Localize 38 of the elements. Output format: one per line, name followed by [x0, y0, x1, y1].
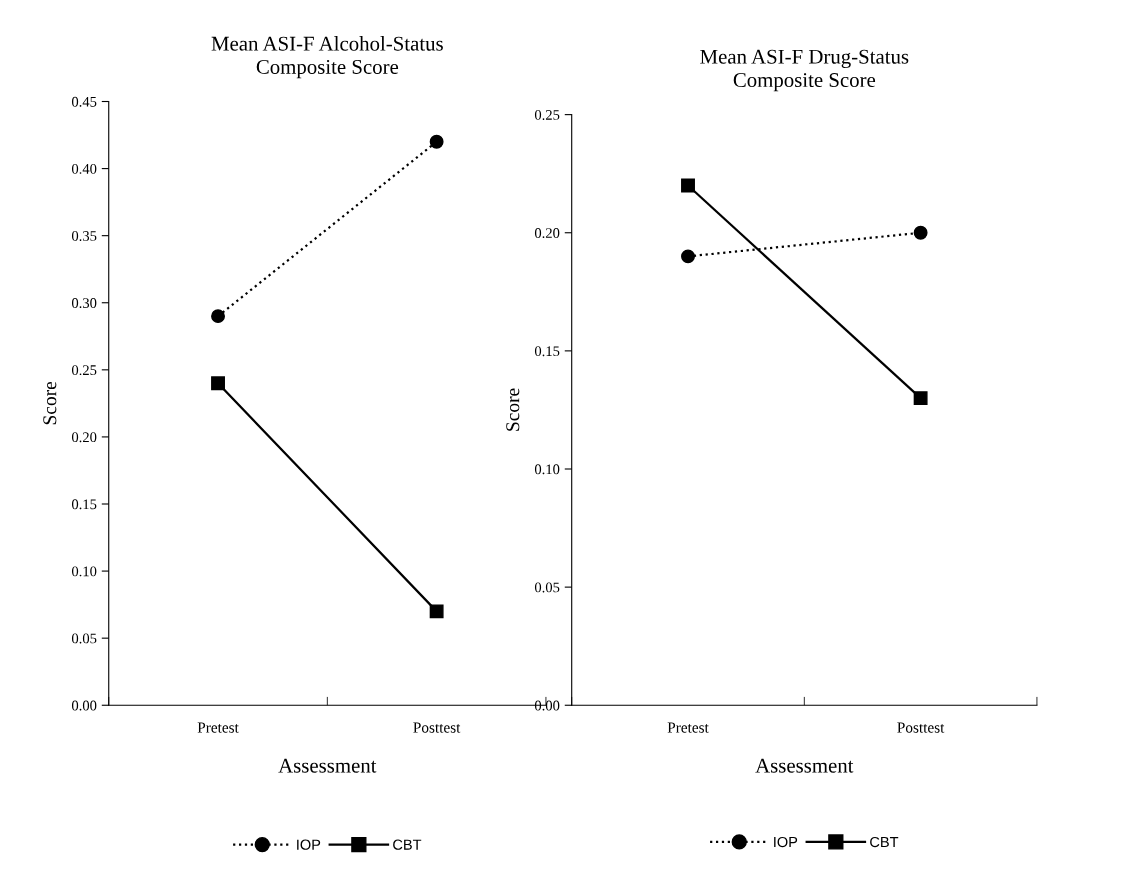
- chart-title: Mean ASI-F Alcohol-Status Composite Score: [211, 36, 443, 79]
- y-tick-label: 0.10: [71, 566, 97, 577]
- legend-label: IOP: [774, 836, 798, 848]
- y-axis-title: Score: [43, 381, 57, 425]
- x-axis-title: Assessment: [278, 758, 377, 773]
- x-tick-label: Posttest: [413, 722, 461, 733]
- y-tick-label: 0.00: [71, 700, 97, 711]
- point: [681, 178, 695, 193]
- y-axis-title: Score: [506, 388, 520, 431]
- legend-label: IOP: [297, 839, 321, 850]
- y-tick-label: 0.40: [71, 163, 97, 174]
- y-tick-label: 0.15: [534, 346, 560, 357]
- point: [211, 376, 225, 391]
- y-tick-label: 0.05: [534, 582, 560, 593]
- y-tick-label: 0.35: [71, 231, 97, 241]
- y-tick-label: 0.05: [71, 633, 97, 644]
- y-tick-label: 0.20: [71, 432, 97, 443]
- y-tick-label: 0.45: [71, 96, 97, 107]
- legend-label: CBT: [870, 836, 899, 848]
- point: [913, 391, 928, 406]
- chart-title: Mean ASI-F Drug-Status Composite Score: [700, 49, 909, 92]
- point: [211, 309, 225, 324]
- legend-label: CBT: [393, 839, 422, 850]
- point: [913, 225, 928, 240]
- y-tick-label: 0.15: [71, 499, 97, 510]
- y-tick-label: 0.30: [71, 298, 97, 309]
- point: [681, 249, 695, 264]
- x-axis-title: Assessment: [755, 758, 854, 773]
- y-tick-label: 0.25: [534, 109, 560, 120]
- x-tick-label: Posttest: [897, 722, 945, 733]
- y-tick-label: 0.00: [534, 700, 560, 711]
- x-tick-label: Pretest: [197, 722, 239, 733]
- point: [429, 604, 444, 619]
- y-tick-label: 0.10: [534, 464, 560, 475]
- point: [429, 134, 444, 149]
- x-tick-label: Pretest: [667, 722, 709, 733]
- y-tick-label: 0.20: [534, 228, 560, 239]
- y-tick-label: 0.25: [71, 365, 97, 376]
